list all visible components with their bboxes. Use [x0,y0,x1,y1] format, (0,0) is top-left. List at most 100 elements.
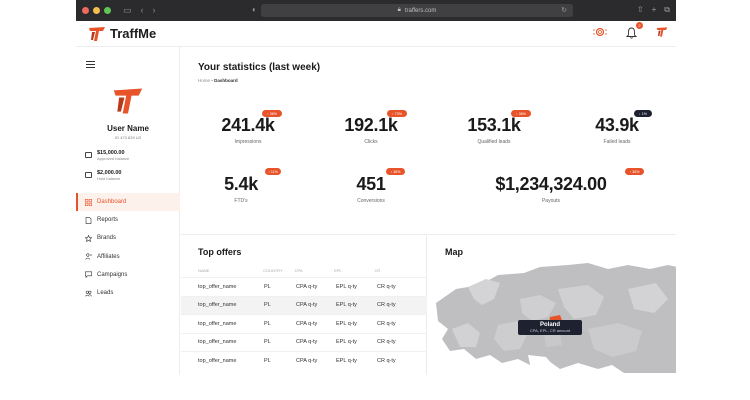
grid-icon [85,198,92,206]
cell-name: top_offer_name [198,320,237,327]
user-name: User Name [107,124,149,133]
breadcrumb-home[interactable]: Home [198,78,211,83]
notifications-button[interactable]: 2 [625,22,643,39]
page-title: Your statistics (last week) [198,62,321,73]
address-bar[interactable]: 🔒︎ traffers.com ↻ [261,4,573,17]
share-icon[interactable]: ⇧ [636,5,644,14]
minimize-window-button[interactable] [93,7,100,14]
nav-label: Affiliates [97,253,120,260]
shield-icon[interactable]: ◐ [252,5,257,14]
cell-name: top_offer_name [198,283,237,290]
stat-impressions: 241.4k Impressions [208,115,288,145]
lock-icon: 🔒︎ [397,7,401,13]
table-row[interactable]: top_offer_name PL CPA q-ty EPL q-ty CR q… [181,314,427,333]
stat-failed-leads: 43.9k Failed leads [577,115,657,145]
activity-indicator-icon[interactable] [592,27,608,37]
brand-name: TraffMe [110,26,157,41]
stat-change-badge: ↑ 11% [265,168,281,175]
wallet-icon [85,172,92,178]
nav-label: Leads [97,290,114,297]
nav-item-reports[interactable]: Reports [76,211,180,229]
sidebar-toggle-icon[interactable]: ▭ [123,5,132,15]
table-row[interactable]: top_offer_name PL CPA q-ty EPL q-ty CR q… [181,277,427,296]
stat-label: Clicks [364,139,378,145]
users-icon [85,290,92,297]
nav-label: Brands [97,235,117,242]
chat-icon [85,271,92,279]
cell-cpa: CPA q-ty [296,302,318,309]
cell-name: top_offer_name [198,357,237,364]
nav-label: Reports [97,217,119,224]
new-tab-icon[interactable]: + [651,5,657,14]
stat-label: FTD's [234,198,248,204]
nav-item-campaigns[interactable]: Campaigns [76,266,180,284]
maximize-window-button[interactable] [104,7,111,14]
stat-value: 5.4k [224,174,258,194]
cell-country: PL [264,283,271,290]
tooltip-country: Poland [539,322,560,328]
nav-item-leads[interactable]: Leads [76,284,180,302]
menu-icon[interactable] [86,61,95,70]
cell-epl: EPL q-ty [336,320,357,327]
cell-epl: EPL q-ty [336,339,357,346]
column-header-cpa[interactable]: CPA [294,268,303,273]
nav-label: Dashboard [97,199,127,206]
stat-change-badge: ↑ 36% [625,168,644,175]
cell-cpa: CPA q-ty [296,339,318,346]
close-window-button[interactable] [82,7,89,14]
back-arrow-icon[interactable]: ‹ [140,5,144,15]
world-map[interactable]: Poland CPA, EPL, CR amount [428,259,676,373]
table-row[interactable]: top_offer_name PL CPA q-ty EPL q-ty CR q… [181,332,427,352]
nav-item-brands[interactable]: Brands [76,229,180,247]
column-header-country[interactable]: COUNTRY [263,268,283,273]
cell-epl: EPL q-ty [336,357,357,364]
cell-epl: EPL q-ty [336,283,357,290]
nav-item-affiliates[interactable]: Affiliates [76,248,180,266]
tabs-overview-icon[interactable]: ⧉ [664,5,670,14]
forward-arrow-icon[interactable]: › [152,5,156,15]
brand-logo[interactable]: TraffMe [88,26,156,42]
user-avatar [113,88,143,114]
reload-icon[interactable]: ↻ [561,7,567,14]
browser-titlebar: ▭ ‹ › ◐ 🔒︎ traffers.com ↻ ⇧ + ⧉ [76,0,676,21]
top-offers-title: Top offers [198,247,242,257]
stat-value: $1,234,324.00 [495,174,607,194]
stat-value: 451 [356,174,386,194]
balance-label: Hold balance [97,176,121,181]
stat-value: 192.1k [344,115,398,135]
map-title: Map [445,247,463,257]
cell-country: PL [264,320,271,327]
browser-window: ▭ ‹ › ◐ 🔒︎ traffers.com ↻ ⇧ + ⧉ TraffMe [76,0,676,375]
cell-epl: EPL q-ty [336,302,357,309]
hold-balance: $2,000.00 Hold balance [85,170,121,181]
stat-value: 241.4k [221,115,275,135]
cell-cr: CR q-ty [377,357,396,364]
map-tooltip: Poland CPA, EPL, CR amount [518,320,582,335]
stat-change-badge: ↑ 36% [262,110,282,117]
balance-label: Approved balance [97,156,130,161]
nav-item-dashboard[interactable]: Dashboard [76,193,180,212]
cell-cr: CR q-ty [377,339,396,346]
stat-clicks: 192.1k Clicks [331,115,411,145]
column-header-epl[interactable]: EPL [334,268,342,273]
app-header: TraffMe 2 [76,21,676,47]
cell-cr: CR q-ty [377,320,396,327]
bell-icon [625,27,638,39]
stat-change-badge: ↑ 73% [387,110,407,117]
table-row[interactable]: top_offer_name PL CPA q-ty EPL q-ty CR q… [181,295,427,314]
document-icon [85,216,92,224]
cell-cpa: CPA q-ty [296,320,318,327]
breadcrumb-separator: • [211,78,215,83]
column-header-name[interactable]: NAME [198,268,210,273]
stat-value: 43.9k [595,115,639,135]
traffme-logo-icon [89,26,105,41]
breadcrumb-current: Dashboard [214,78,238,83]
stat-change-badge: ↑ 36% [511,110,531,117]
balance-amount: $2,000.00 [97,170,122,176]
table-header: NAME COUNTRY CPA EPL CR [198,268,410,273]
cell-country: PL [264,357,271,364]
table-row[interactable]: top_offer_name PL CPA q-ty EPL q-ty CR q… [181,351,427,370]
column-header-cr[interactable]: CR [374,268,381,273]
breadcrumb: Home • Dashboard [198,78,238,83]
profile-avatar-icon[interactable] [656,26,668,38]
